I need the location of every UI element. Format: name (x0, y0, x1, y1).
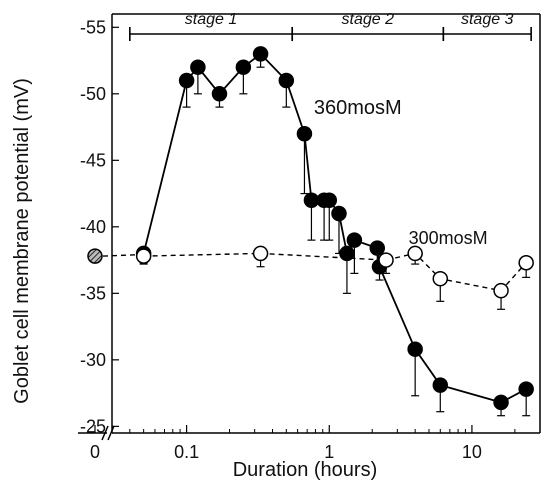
data-point (369, 240, 386, 256)
data-point (432, 270, 449, 287)
stage-label: stage 2 (342, 11, 395, 28)
y-tick-label: -30 (80, 350, 106, 370)
data-point (407, 341, 423, 357)
y-tick-label: -40 (80, 217, 106, 237)
stage-label: stage 1 (185, 11, 237, 28)
y-axis-title: Goblet cell membrane potential (mV) (11, 78, 33, 404)
x-tick-label: 0 (90, 442, 100, 462)
data-point (378, 252, 394, 268)
data-point (346, 232, 363, 248)
data-point (432, 377, 449, 393)
y-tick-label: -55 (80, 17, 106, 37)
y-tick-label: -45 (80, 150, 106, 170)
x-tick-label: 1 (324, 442, 334, 462)
axis-break-mark (101, 425, 109, 441)
data-point (190, 59, 206, 75)
stage-bar: stage 1 stage 2 stage 3 (129, 11, 532, 41)
series-300mosM (135, 245, 534, 310)
data-point (211, 86, 228, 102)
data-point (518, 381, 534, 397)
series-label-300mosM: 300mosM (409, 228, 488, 248)
data-point (331, 205, 347, 222)
y-tick-label: -50 (80, 84, 106, 104)
stage-label: stage 3 (461, 11, 514, 28)
x-tick-label: 0.1 (174, 442, 199, 462)
data-point (303, 192, 320, 208)
data-point (178, 72, 195, 89)
data-point (493, 282, 509, 299)
data-point (296, 125, 313, 142)
data-point (135, 248, 152, 264)
label-layer: Goblet cell membrane potential (mV) Dura… (11, 78, 488, 481)
data-point (407, 245, 423, 262)
data-point (493, 394, 509, 411)
chart-frame: -25 -30 -35 -40 -45 -50 -55 0 0.1 1 10 (78, 13, 541, 462)
series-label-360mosM: 360mosM (314, 97, 402, 119)
data-point (278, 72, 295, 89)
series-360mosM (135, 46, 534, 417)
data-point (339, 245, 355, 262)
x-tick-label: 10 (462, 442, 482, 462)
series-layer (87, 46, 534, 417)
series-line (143, 252, 527, 292)
axis-break-mark (107, 425, 115, 441)
x-axis-title: Duration (hours) (233, 459, 378, 481)
data-point (321, 192, 338, 208)
y-tick-label: -35 (80, 283, 106, 303)
y-tick-label: -25 (80, 416, 106, 436)
data-point (518, 254, 534, 271)
data-point (235, 59, 252, 75)
baseline-connector (102, 254, 137, 257)
data-point (252, 46, 269, 62)
baseline-point (87, 248, 103, 264)
data-point (252, 245, 269, 262)
